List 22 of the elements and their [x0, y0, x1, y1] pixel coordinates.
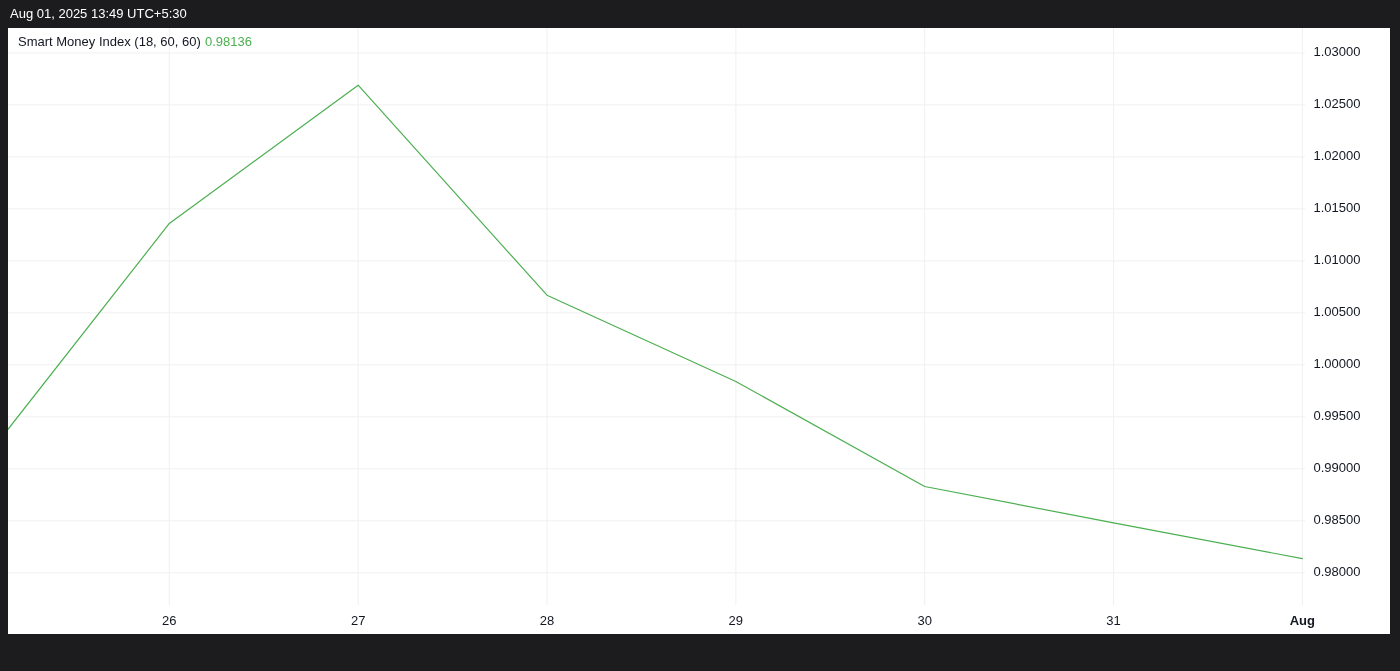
text: Smart Money Index (18, 60, 60) — [18, 34, 201, 50]
text: Aug 01, 2025 13:49 UTC+5:30 — [10, 6, 187, 22]
y-tick-label: 1.03000 — [1313, 44, 1361, 60]
y-tick-label: 1.01500 — [1313, 200, 1361, 216]
y-tick-label: 1.00500 — [1313, 304, 1361, 320]
x-tick-label: 29 — [728, 613, 744, 629]
x-tick-label: 26 — [162, 613, 177, 629]
x-tick-label: Aug — [1289, 613, 1316, 629]
y-tick-label: 0.99000 — [1313, 460, 1361, 476]
y-tick-label: 1.01000 — [1313, 252, 1361, 268]
annotation: 0.98136 — [205, 34, 252, 50]
y-tick-label: 0.98000 — [1313, 564, 1361, 580]
y-tick-label: 1.02000 — [1313, 148, 1361, 164]
x-tick-label: 28 — [539, 613, 555, 629]
line-series — [8, 84, 1303, 560]
x-tick-label: 30 — [917, 613, 932, 629]
y-tick-label: 1.00000 — [1313, 356, 1361, 372]
x-tick-label: 27 — [350, 613, 366, 629]
x-tick-label: 31 — [1106, 613, 1121, 629]
y-tick-label: 0.98500 — [1313, 512, 1361, 528]
y-tick-label: 1.02500 — [1313, 96, 1361, 112]
y-tick-label: 0.99500 — [1313, 408, 1361, 424]
